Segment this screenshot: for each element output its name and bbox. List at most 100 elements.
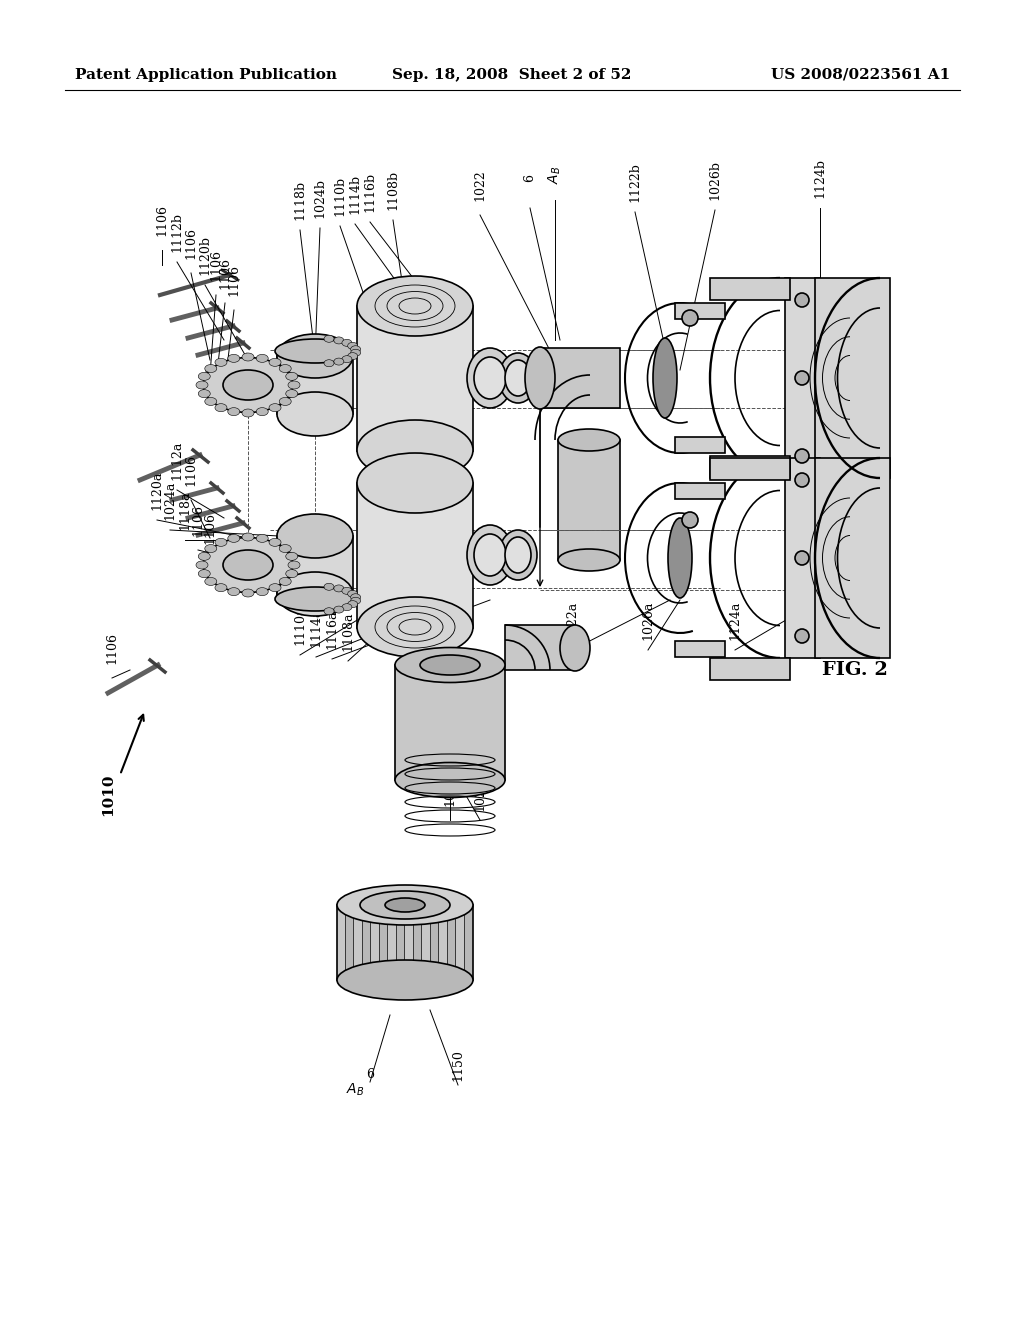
Text: 1108b: 1108b: [386, 170, 399, 210]
Text: 1122a: 1122a: [565, 601, 579, 640]
Bar: [278, 356, 353, 414]
Bar: [815, 279, 890, 478]
Bar: [362, 906, 370, 979]
Ellipse shape: [334, 358, 344, 366]
Ellipse shape: [347, 590, 357, 598]
Bar: [413, 906, 421, 979]
Text: 1010: 1010: [101, 774, 115, 816]
Ellipse shape: [795, 550, 809, 565]
Bar: [278, 536, 353, 594]
Ellipse shape: [357, 276, 473, 337]
Text: US 2008/0223561 A1: US 2008/0223561 A1: [771, 69, 950, 82]
Bar: [675, 483, 725, 499]
Ellipse shape: [342, 355, 352, 363]
Ellipse shape: [420, 655, 480, 675]
Ellipse shape: [256, 535, 268, 543]
Ellipse shape: [215, 358, 227, 367]
Ellipse shape: [324, 607, 334, 615]
Ellipse shape: [242, 533, 254, 541]
Ellipse shape: [288, 561, 300, 569]
Ellipse shape: [275, 339, 355, 363]
Ellipse shape: [467, 525, 513, 585]
Ellipse shape: [337, 960, 473, 1001]
Text: 6: 6: [366, 1068, 374, 1081]
Bar: [710, 279, 790, 300]
Text: Sep. 18, 2008  Sheet 2 of 52: Sep. 18, 2008 Sheet 2 of 52: [392, 69, 632, 82]
Ellipse shape: [269, 404, 281, 412]
Ellipse shape: [347, 342, 357, 350]
Bar: [430, 906, 438, 979]
Text: 1106: 1106: [210, 249, 222, 281]
Ellipse shape: [342, 587, 352, 594]
Bar: [357, 306, 473, 451]
Text: 1116a: 1116a: [326, 610, 339, 648]
Bar: [540, 348, 620, 408]
Ellipse shape: [227, 535, 240, 543]
Ellipse shape: [269, 539, 281, 546]
Bar: [710, 657, 790, 680]
Ellipse shape: [505, 360, 531, 396]
Ellipse shape: [385, 898, 425, 912]
Bar: [558, 440, 620, 560]
Ellipse shape: [288, 381, 300, 389]
Text: 1106: 1106: [227, 264, 241, 296]
Ellipse shape: [342, 603, 352, 611]
Text: 1106: 1106: [156, 205, 169, 236]
Text: 1124b: 1124b: [813, 158, 826, 198]
Text: 1028: 1028: [443, 774, 457, 807]
Bar: [357, 483, 473, 628]
Ellipse shape: [395, 648, 505, 682]
Bar: [785, 279, 820, 478]
Ellipse shape: [269, 583, 281, 591]
Ellipse shape: [205, 364, 217, 372]
Text: 1110a: 1110a: [294, 606, 306, 644]
Ellipse shape: [360, 891, 450, 919]
Bar: [505, 624, 575, 671]
Ellipse shape: [278, 572, 353, 616]
Ellipse shape: [350, 350, 360, 356]
Text: 1106: 1106: [184, 227, 198, 259]
Bar: [396, 906, 404, 979]
Ellipse shape: [347, 601, 357, 607]
Text: 1024b: 1024b: [313, 178, 327, 218]
Ellipse shape: [357, 420, 473, 480]
Ellipse shape: [227, 354, 240, 363]
Ellipse shape: [334, 585, 344, 591]
Ellipse shape: [682, 310, 698, 326]
Ellipse shape: [795, 449, 809, 463]
Bar: [379, 906, 387, 979]
Text: 1120a: 1120a: [151, 470, 164, 510]
Ellipse shape: [350, 594, 360, 601]
Ellipse shape: [286, 570, 298, 578]
Ellipse shape: [795, 630, 809, 643]
Ellipse shape: [196, 561, 208, 569]
Text: 1122b: 1122b: [629, 162, 641, 202]
Bar: [785, 458, 820, 657]
Text: $A_B$: $A_B$: [346, 1082, 365, 1098]
Ellipse shape: [334, 337, 344, 345]
Ellipse shape: [795, 473, 809, 487]
Text: 1110b: 1110b: [334, 176, 346, 216]
Ellipse shape: [205, 545, 217, 553]
Text: 1106: 1106: [218, 257, 231, 289]
Text: 1118a: 1118a: [178, 490, 191, 529]
Ellipse shape: [653, 338, 677, 418]
Ellipse shape: [342, 339, 352, 346]
Ellipse shape: [199, 389, 210, 397]
Text: 1114a: 1114a: [309, 607, 323, 647]
Text: $A_B$: $A_B$: [547, 166, 563, 185]
Bar: [447, 906, 455, 979]
Ellipse shape: [215, 404, 227, 412]
Text: 1112b: 1112b: [171, 213, 183, 252]
Ellipse shape: [278, 334, 353, 378]
Ellipse shape: [215, 583, 227, 591]
Bar: [710, 458, 790, 480]
Text: 6: 6: [523, 174, 537, 182]
Text: FIG. 2: FIG. 2: [822, 661, 888, 678]
Text: 1106: 1106: [204, 512, 216, 544]
Ellipse shape: [324, 335, 334, 342]
Text: 1116b: 1116b: [364, 172, 377, 213]
Ellipse shape: [350, 597, 360, 605]
Ellipse shape: [286, 389, 298, 397]
Ellipse shape: [256, 587, 268, 595]
